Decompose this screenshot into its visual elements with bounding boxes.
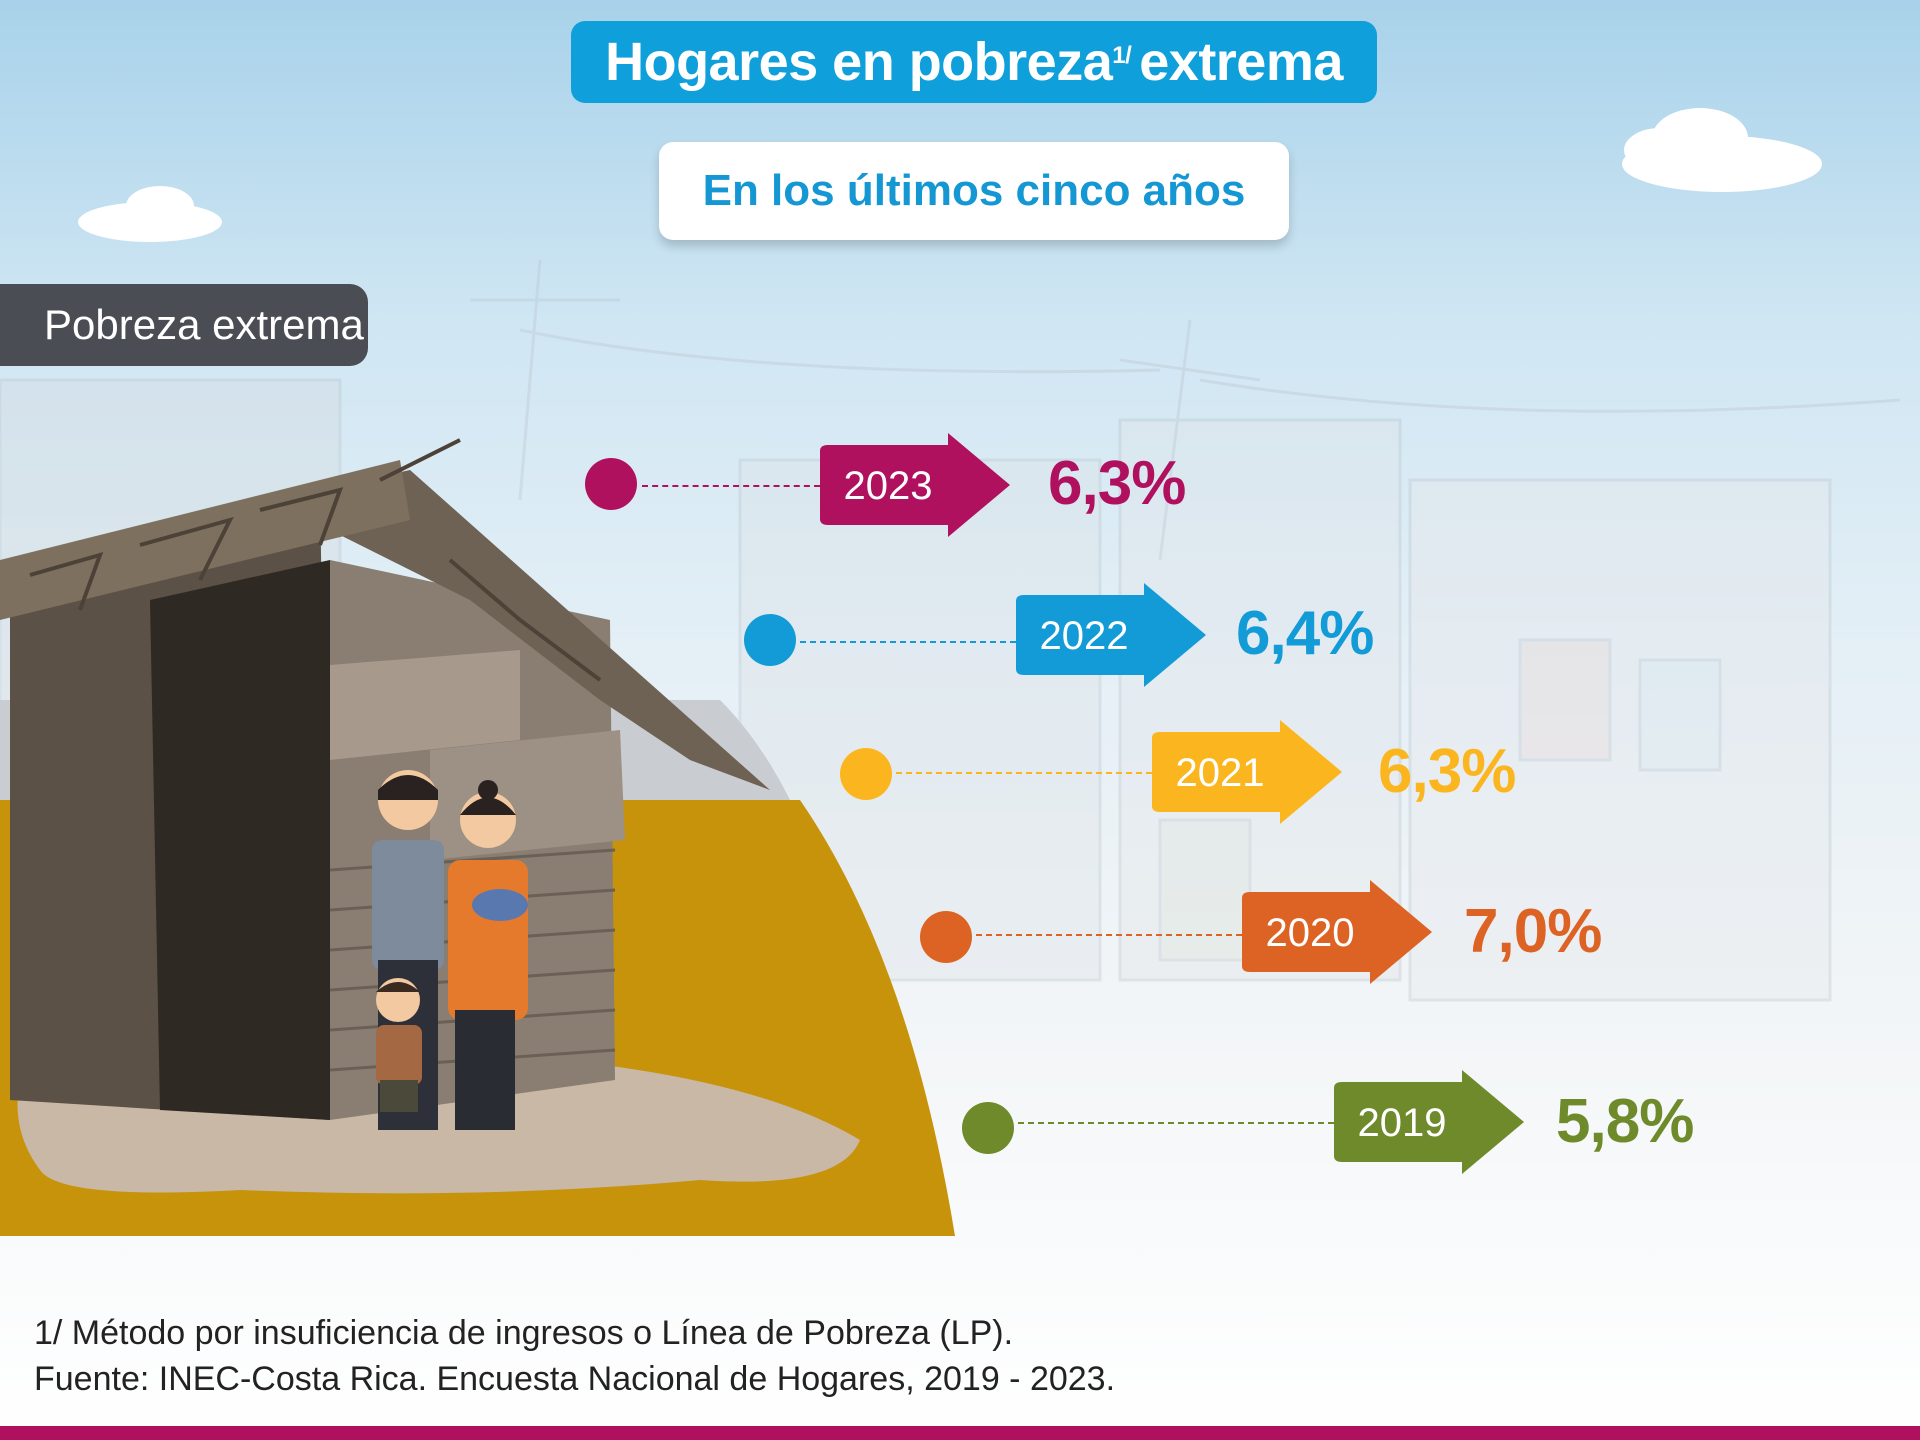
row-marker-dot [840,748,892,800]
year-arrow-icon [1152,720,1342,824]
footnote-method: 1/ Método por insuficiencia de ingresos … [34,1314,1014,1352]
subtitle-text: En los últimos cinco años [702,166,1246,215]
row-marker-dot [920,911,972,963]
subtitle-box: En los últimos cinco años [659,142,1289,240]
footnote: 1/ Método por insuficiencia de ingresos … [34,1310,1115,1402]
row-marker-dot [585,458,637,510]
year-label: 2020 [1265,910,1355,955]
percentage-value: 6,4% [1236,599,1374,668]
year-arrow-icon [1334,1070,1524,1174]
bottom-accent-bar [0,1426,1920,1440]
percentage-value: 5,8% [1556,1087,1694,1156]
row-dashed-line [800,641,1016,643]
year-label: 2021 [1175,750,1265,795]
hut-illustration [0,438,770,1130]
title-main-text: Hogares en pobreza [605,32,1113,92]
year-arrow-icon [1016,583,1206,687]
title-footnote-marker: 1/ [1112,42,1132,69]
row-marker-dot [962,1102,1014,1154]
percentage-value: 6,3% [1048,449,1186,518]
year-arrow-icon [1242,880,1432,984]
title-end-text: extrema [1139,32,1343,92]
section-label-text: Pobreza extrema [44,301,364,348]
year-arrow-icon [820,433,1010,537]
row-marker-dot [744,614,796,666]
cloud-icon [78,108,1822,242]
family-illustration [372,770,528,1130]
percentage-value: 6,3% [1378,737,1516,806]
title-banner: Hogares en pobreza 1/ extrema [571,21,1377,103]
row-dashed-line [896,772,1152,774]
section-label-tab: Pobreza extrema [0,284,368,366]
row-dashed-line [1018,1122,1334,1124]
year-label: 2022 [1039,613,1129,658]
footnote-source: Fuente: INEC-Costa Rica. Encuesta Nacion… [34,1360,1116,1398]
row-dashed-line [976,934,1242,936]
year-label: 2019 [1357,1100,1447,1145]
row-dashed-line [642,485,820,487]
percentage-value: 7,0% [1464,897,1602,966]
year-label: 2023 [843,463,933,508]
